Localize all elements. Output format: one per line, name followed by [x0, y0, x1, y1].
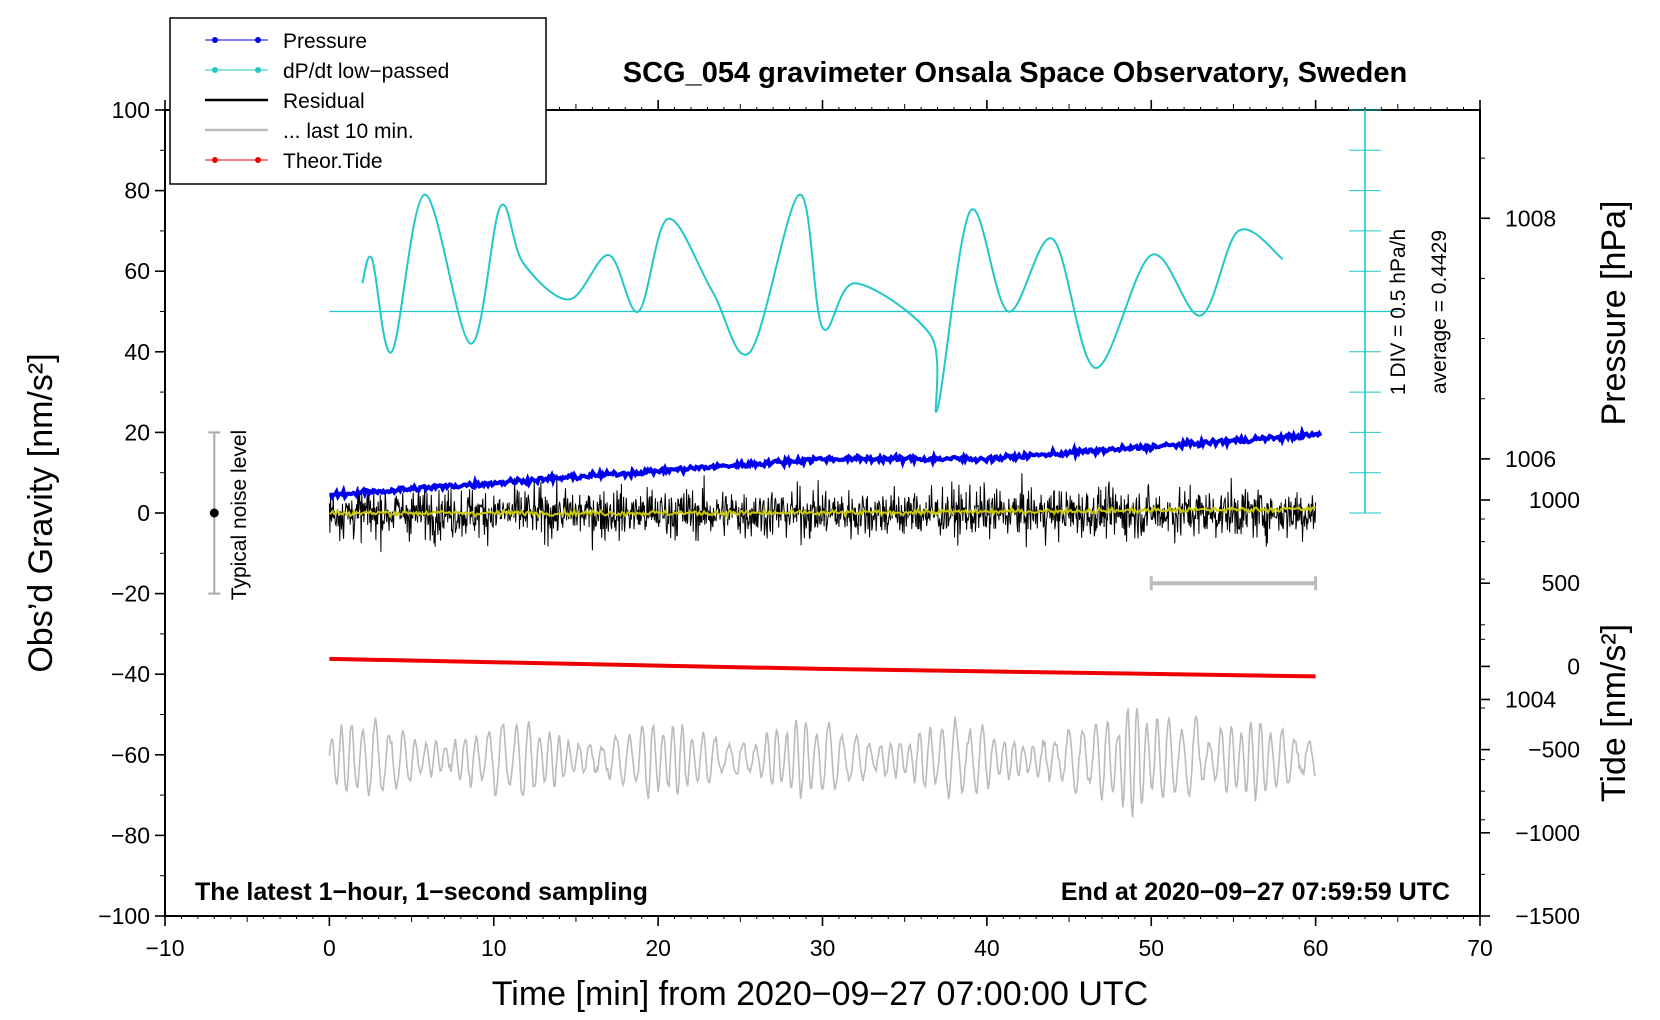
pressure-tick-label: 1008: [1505, 205, 1556, 231]
tide-tick-label: −500: [1528, 737, 1580, 763]
legend-swatch-dot: [255, 67, 261, 73]
x-axis: −10 0 10 20 30 40 50 60 70: [145, 100, 1493, 961]
x-tick-label: 10: [481, 935, 507, 961]
legend-swatch-dot: [212, 37, 218, 43]
dpdt-scale-axis: [329, 109, 1398, 514]
y-tick-label: 60: [124, 258, 150, 284]
dpdt-scale-text: 1 DIV = 0.5 hPa/h: [1387, 229, 1410, 395]
x-tick-label: 70: [1467, 935, 1493, 961]
legend-label-pressure: Pressure: [283, 30, 367, 53]
last10-series-line: [328, 708, 1317, 818]
noise-bar-dot: [209, 508, 219, 518]
y-axis-label-tide: Tide [nm/s²]: [1595, 624, 1633, 802]
tide-tick-label: 0: [1567, 653, 1580, 679]
dpdt-average-text: average = 0.4429: [1428, 230, 1451, 394]
tide-tick-label: 500: [1542, 570, 1580, 596]
legend-label-tide: Theor.Tide: [283, 150, 383, 173]
legend: Pressure dP/dt low−passed Residual ... l…: [169, 17, 547, 185]
y-axis-label-left: Obs’d Gravity [nm/s²]: [22, 353, 60, 672]
x-tick-label: 30: [810, 935, 836, 961]
y-tick-label: 40: [124, 339, 150, 365]
x-tick-label: 0: [323, 935, 336, 961]
y-tick-label: 100: [112, 97, 150, 123]
y-tick-label: −80: [111, 822, 150, 848]
noise-bar: [208, 431, 221, 595]
y-tick-label: −60: [111, 742, 150, 768]
pressure-tick-label: 1004: [1505, 686, 1556, 712]
y-axis-pressure: 1004 1006 1008: [1480, 157, 1556, 821]
y-tick-label: −20: [111, 581, 150, 607]
y-axis-tide: −1500 −1000 −500 0 500 1000: [1480, 487, 1580, 929]
tide-tick-label: 1000: [1529, 487, 1580, 513]
y-tick-label: 0: [137, 500, 150, 526]
y-tick-label: −100: [98, 903, 150, 929]
footer-left: The latest 1−hour, 1−second sampling: [195, 878, 648, 906]
window-bar: [1149, 576, 1318, 591]
y-tick-label: 80: [124, 178, 150, 204]
legend-label-last10: ... last 10 min.: [283, 120, 414, 143]
x-tick-label: 40: [974, 935, 1000, 961]
x-tick-label: 50: [1138, 935, 1164, 961]
residual-lowpass-line: [329, 504, 1317, 520]
legend-label-residual: Residual: [283, 90, 365, 113]
x-tick-label: −10: [145, 935, 184, 961]
x-tick-label: 20: [645, 935, 671, 961]
legend-swatch-dot: [255, 157, 261, 163]
pressure-series-line: [329, 425, 1323, 502]
series-layer: [328, 193, 1323, 818]
footer-right: End at 2020−09−27 07:59:59 UTC: [1061, 878, 1450, 906]
tide-series-line: [329, 656, 1316, 679]
noise-label: Typical noise level: [228, 430, 251, 600]
chart-title: SCG_054 gravimeter Onsala Space Observat…: [623, 57, 1407, 89]
tide-tick-label: −1500: [1515, 903, 1580, 929]
x-axis-label: Time [min] from 2020−09−27 07:00:00 UTC: [492, 975, 1148, 1013]
legend-swatch-dot: [255, 37, 261, 43]
y-axis-left: −100 −80 −60 −40 −20 0 20 40 60 80 100: [98, 97, 165, 929]
legend-label-dpdt: dP/dt low−passed: [283, 60, 449, 83]
y-tick-label: −40: [111, 661, 150, 687]
dpdt-series-line: [361, 193, 1284, 413]
legend-swatch-dot: [212, 157, 218, 163]
x-tick-label: 60: [1303, 935, 1329, 961]
y-axis-label-pressure: Pressure [hPa]: [1595, 201, 1633, 426]
legend-swatch-dot: [212, 67, 218, 73]
y-tick-label: 20: [124, 419, 150, 445]
tide-tick-label: −1000: [1515, 820, 1580, 846]
pressure-tick-label: 1006: [1505, 446, 1556, 472]
residual-series-line: [328, 473, 1317, 553]
